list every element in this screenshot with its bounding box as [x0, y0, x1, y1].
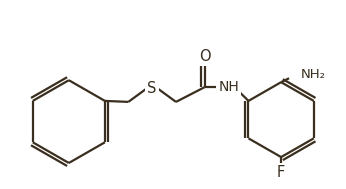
Text: NH₂: NH₂ — [301, 68, 326, 81]
Text: F: F — [277, 165, 285, 180]
Text: NH: NH — [218, 80, 239, 94]
Text: S: S — [147, 81, 157, 96]
Text: O: O — [199, 49, 211, 64]
